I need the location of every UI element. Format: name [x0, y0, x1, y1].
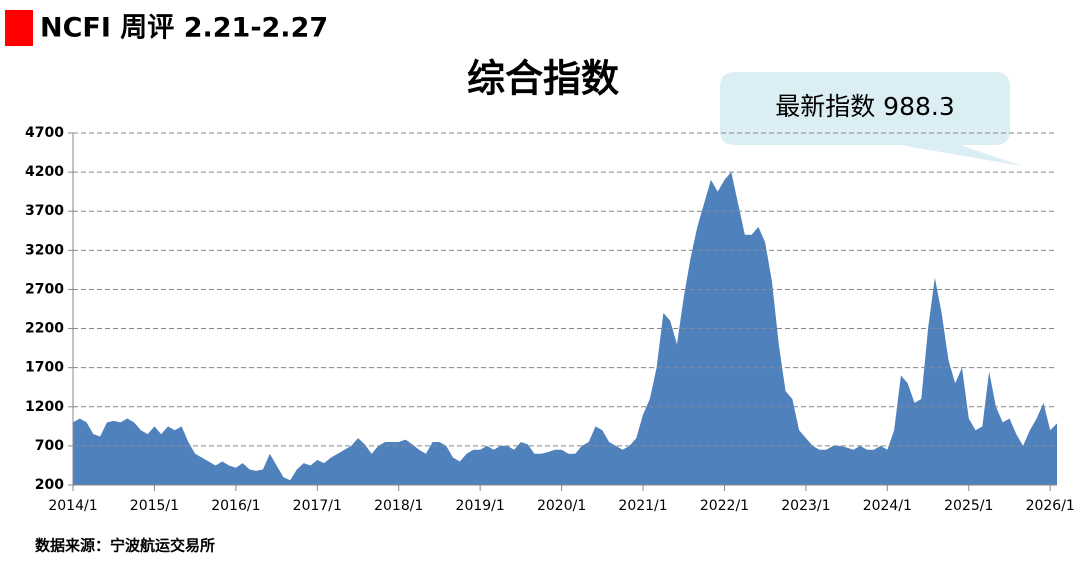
y-tick-label: 2200 — [25, 321, 64, 337]
x-tick-label: 2024/1 — [863, 498, 912, 514]
x-tick-label: 2021/1 — [618, 498, 667, 514]
x-tick-label: 2022/1 — [700, 498, 749, 514]
callout — [720, 72, 1022, 166]
header-marker — [5, 10, 33, 46]
chart-title: 综合指数 — [467, 57, 619, 101]
x-tick-label: 2025/1 — [944, 498, 993, 514]
area — [73, 172, 1057, 486]
x-tick-label: 2016/1 — [211, 498, 260, 514]
x-tick-label: 2020/1 — [537, 498, 586, 514]
x-tick-label: 2026/1 — [1026, 498, 1075, 514]
y-tick-label: 3200 — [25, 242, 64, 258]
callout-text: 最新指数 988.3 — [775, 92, 955, 121]
x-tick-label: 2023/1 — [781, 498, 830, 514]
source: 数据来源：宁波航运交易所 — [35, 537, 215, 555]
y-tick-label: 1700 — [25, 360, 64, 376]
x-tick-label: 2019/1 — [456, 498, 505, 514]
y-tick-label: 200 — [35, 477, 64, 493]
y-tick-label: 1200 — [25, 399, 64, 415]
x-tick-label: 2017/1 — [293, 498, 342, 514]
y-tick-label: 700 — [35, 438, 64, 454]
y-tick-label: 3700 — [25, 203, 64, 219]
y-tick-label: 4700 — [25, 125, 64, 141]
y-tick-label: 4200 — [25, 164, 64, 180]
x-tick-label: 2018/1 — [374, 498, 423, 514]
x-tick-label: 2015/1 — [130, 498, 179, 514]
header: NCFI 周评 2.21-2.27 — [40, 13, 328, 44]
y-tick-label: 2700 — [25, 281, 64, 297]
x-tick-label: 2014/1 — [48, 498, 97, 514]
